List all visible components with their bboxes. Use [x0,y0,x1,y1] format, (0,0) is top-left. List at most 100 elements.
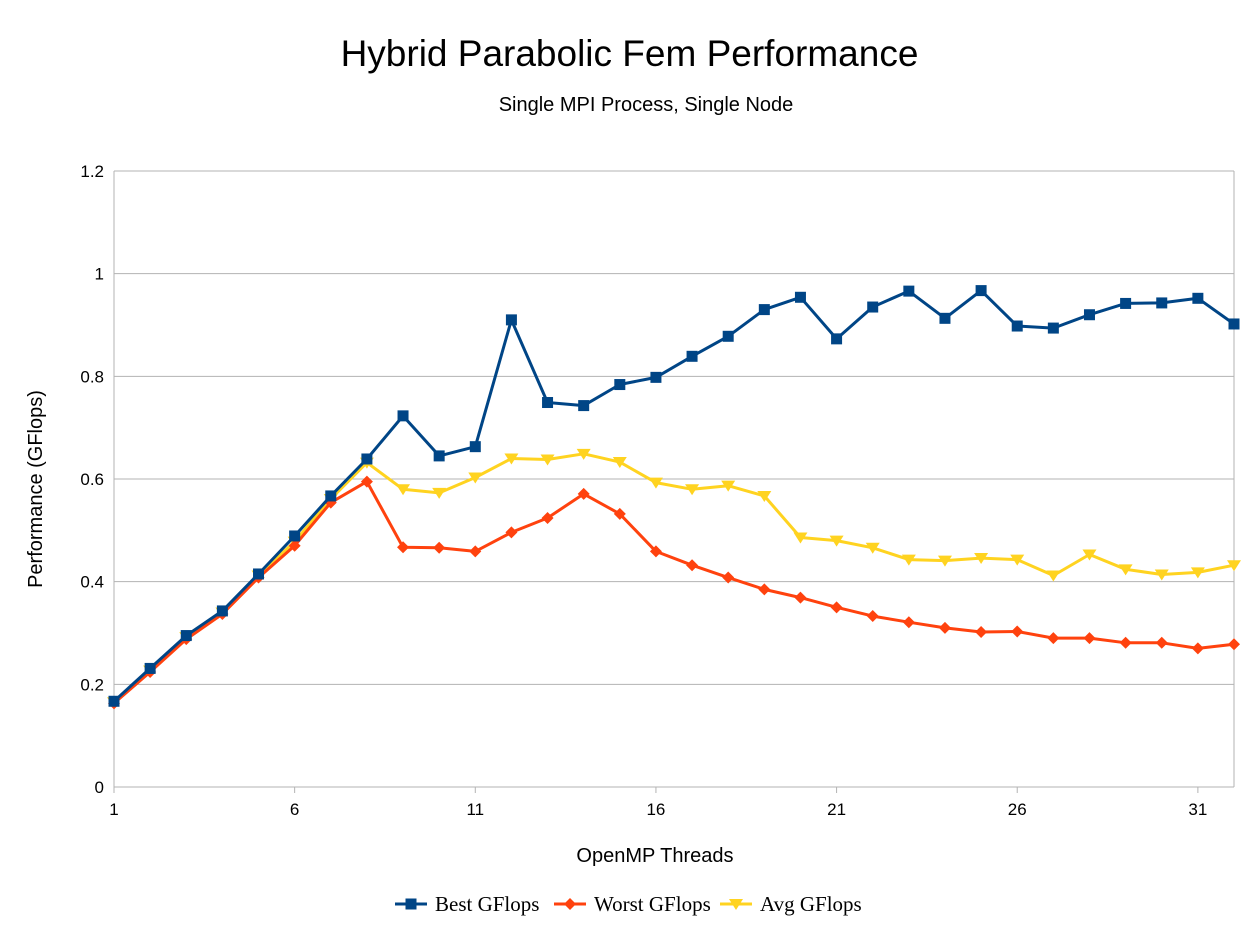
data-point-best-gflops [1192,292,1204,304]
x-tick-label: 1 [109,800,118,819]
data-point-best-gflops [361,453,373,465]
data-point-worst-gflops [577,487,590,500]
data-point-avg-gflops [648,477,663,489]
y-axis-title: Performance (GFlops) [25,390,47,588]
data-point-worst-gflops [758,583,771,596]
data-point-best-gflops [1228,318,1240,330]
legend-marker [729,899,743,910]
data-point-avg-gflops [937,555,952,567]
axes [113,171,1235,793]
data-point-best-gflops [108,695,120,707]
data-point-worst-gflops [975,625,988,638]
data-point-best-gflops [180,630,192,642]
data-point-worst-gflops [1191,642,1204,655]
data-point-worst-gflops [1155,636,1168,649]
chart-title: Hybrid Parabolic Fem Performance [340,33,919,74]
data-point-avg-gflops [432,487,447,499]
data-point-avg-gflops [1046,570,1061,582]
data-point-avg-gflops [468,472,483,484]
data-point-best-gflops [939,312,951,324]
data-point-best-gflops [397,410,409,422]
legend-marker [405,898,417,910]
legend-label: Worst GFlops [594,892,711,916]
data-point-worst-gflops [938,621,951,634]
data-point-best-gflops [975,285,987,297]
data-point-avg-gflops [576,448,591,460]
data-point-worst-gflops [1083,632,1096,645]
data-point-worst-gflops [505,526,518,539]
data-point-avg-gflops [865,542,880,554]
data-point-best-gflops [253,568,265,580]
data-point-avg-gflops [1154,569,1169,581]
data-point-avg-gflops [974,553,989,565]
data-point-best-gflops [144,662,156,674]
series-worst-gflops [108,475,1240,710]
series-best-gflops [108,285,1240,707]
series-line-worst-gflops [113,480,1235,705]
legend-item-worst-gflops: Worst GFlops [554,892,711,916]
data-point-avg-gflops [1190,567,1205,579]
data-point-best-gflops [903,285,915,297]
data-point-best-gflops [614,379,626,391]
data-point-avg-gflops [1118,564,1133,576]
data-point-best-gflops [433,450,445,462]
data-point-worst-gflops [1228,638,1240,651]
data-point-best-gflops [469,441,481,453]
data-point-best-gflops [1083,309,1095,321]
y-tick-label: 0.4 [80,573,104,592]
data-point-avg-gflops [504,453,519,465]
y-tick-label: 0.2 [80,675,104,694]
data-point-avg-gflops [1227,560,1241,572]
data-point-worst-gflops [722,571,735,584]
data-point-worst-gflops [866,610,879,623]
data-point-best-gflops [1011,320,1023,332]
data-point-worst-gflops [360,475,373,488]
data-point-avg-gflops [901,554,916,566]
data-point-best-gflops [289,530,301,542]
data-point-worst-gflops [613,507,626,520]
data-point-worst-gflops [433,541,446,554]
legend-item-avg-gflops: Avg GFlops [720,892,862,916]
y-tick-label: 1.2 [80,162,104,181]
data-point-worst-gflops [469,545,482,558]
data-point-best-gflops [542,397,554,409]
data-point-avg-gflops [721,480,736,492]
x-tick-label: 31 [1188,800,1207,819]
data-point-avg-gflops [396,484,411,496]
data-point-best-gflops [794,291,806,303]
x-tick-label: 16 [646,800,665,819]
data-point-best-gflops [758,304,770,316]
data-point-worst-gflops [541,512,554,525]
series-avg-gflops [107,448,1241,709]
series-line-avg-gflops [113,452,1235,704]
tick-labels: 00.20.40.60.811.21 6 11 16 21 26 31 [80,162,1207,819]
chart-subtitle: Single MPI Process, Single Node [498,94,794,116]
data-point-worst-gflops [1011,625,1024,638]
data-point-best-gflops [722,330,734,342]
series-line-best-gflops [112,289,1235,703]
x-tick-label: 11 [466,800,484,819]
data-point-worst-gflops [830,601,843,614]
y-tick-label: 0 [95,778,104,797]
legend-item-best-gflops: Best GFlops [395,892,539,916]
data-point-avg-gflops [757,490,772,502]
data-point-best-gflops [505,314,517,326]
legend-label: Avg GFlops [760,892,862,916]
data-point-worst-gflops [686,559,699,572]
y-tick-label: 0.6 [80,470,104,489]
series-layer [107,285,1241,710]
data-point-worst-gflops [794,591,807,604]
data-point-avg-gflops [612,457,627,469]
data-point-best-gflops [650,371,662,383]
data-point-avg-gflops [685,484,700,496]
data-point-avg-gflops [1010,554,1025,566]
data-point-best-gflops [867,301,879,313]
gridlines [114,170,1234,788]
x-axis-title: OpenMP Threads [576,845,733,867]
y-tick-label: 1 [95,265,104,284]
legend-marker [564,898,576,910]
data-point-avg-gflops [1082,549,1097,561]
x-tick-label: 26 [1008,800,1027,819]
data-point-best-gflops [686,350,698,362]
